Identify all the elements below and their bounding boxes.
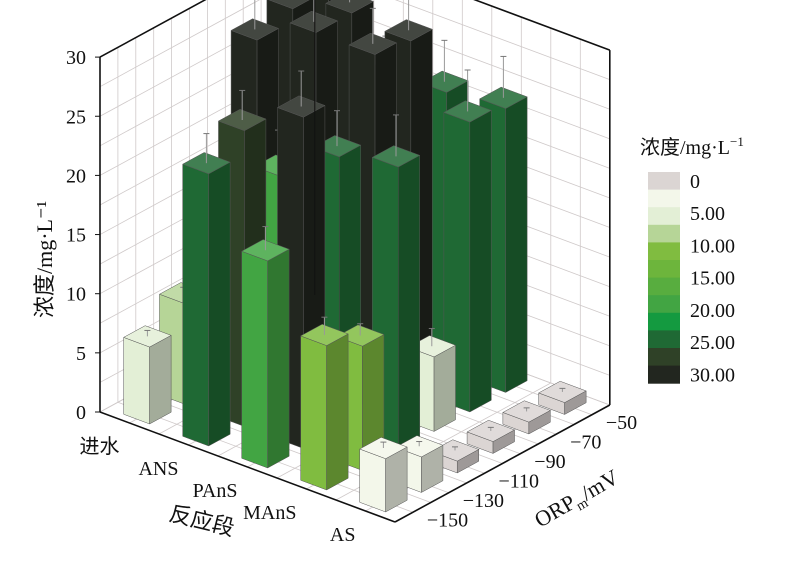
- bar-face-right: [267, 248, 290, 469]
- colorbar-swatch: [648, 365, 680, 384]
- x-axis-line: [99, 411, 396, 523]
- colorbar-swatch: [648, 348, 680, 367]
- x-tick-label: ANS: [138, 458, 178, 480]
- bar-face-left: [300, 335, 327, 491]
- y-tick-label: −90: [534, 451, 565, 473]
- x-tick-label: 进水: [80, 435, 120, 458]
- bar-face-right: [469, 109, 492, 413]
- bar: [300, 316, 349, 491]
- bar-face-right: [208, 161, 231, 447]
- bar-face-left: [359, 448, 386, 513]
- bar-face-right: [397, 154, 420, 452]
- bar: [466, 419, 516, 454]
- x-axis-title: 反应段: [167, 501, 237, 541]
- bar-face-left: [241, 250, 268, 469]
- bar-top: [325, 0, 374, 14]
- colorbar-label: 10.00: [690, 235, 735, 257]
- bar-face-right: [505, 96, 528, 393]
- colorbar-swatch: [648, 172, 680, 191]
- y-tick-label: −130: [463, 490, 504, 512]
- frame-line: [99, 0, 207, 58]
- bar: [123, 325, 172, 425]
- colorbar-swatch: [648, 242, 680, 261]
- bar-top: [384, 19, 433, 42]
- colorbar-swatch: [648, 277, 680, 296]
- y-axis-line: [394, 404, 611, 523]
- z-tick-label: 30: [66, 47, 86, 69]
- y-tick-label: −150: [427, 509, 468, 531]
- y-tick-label: −50: [606, 412, 637, 434]
- y-tick-label: −110: [499, 470, 540, 492]
- bar: [359, 437, 408, 513]
- colorbar-swatch: [648, 295, 680, 314]
- z-tick-label: 10: [66, 284, 86, 306]
- z-tick-label: 0: [76, 402, 86, 424]
- axes: 051015202530进水ANSPAnSMAnSAS−150−130−110−…: [66, 0, 637, 546]
- z-tick-label: 25: [66, 106, 86, 128]
- y-tick-label: −70: [570, 431, 601, 453]
- bar-top: [230, 18, 280, 41]
- z-tick-label: 5: [76, 343, 86, 365]
- colorbar-swatch: [648, 189, 680, 208]
- bar-top: [268, 0, 310, 10]
- bar-face-right: [149, 334, 172, 425]
- colorbar-label: 20.00: [690, 300, 735, 322]
- bar: [241, 226, 290, 469]
- x-tick-label: MAnS: [243, 502, 296, 524]
- z-tick-label: 20: [66, 165, 86, 187]
- colorbar-swatch: [648, 207, 680, 226]
- z-axis-title: 浓度/mg·L⁻¹: [32, 201, 57, 318]
- colorbar-swatch: [648, 224, 680, 243]
- y-axis-title: ORPm/mV: [530, 464, 625, 536]
- colorbar-swatch: [648, 260, 680, 279]
- bar-face-right: [433, 344, 456, 432]
- bar: [182, 133, 231, 447]
- colorbar-swatch: [648, 312, 680, 331]
- colorbar-label: 25.00: [690, 332, 735, 354]
- colorbar-title: 浓度/mg·L−1: [640, 134, 744, 159]
- colorbar-label: 0: [690, 171, 700, 193]
- x-tick-label: AS: [330, 524, 356, 546]
- bars: [123, 0, 587, 513]
- colorbar-swatch: [648, 330, 680, 349]
- bar-face-left: [123, 337, 150, 425]
- bar: [538, 380, 587, 415]
- frame-line: [473, 0, 611, 51]
- colorbar-legend: 浓度/mg·L−1 0 5.00 10.00 15.00 20.00 25.00 30.00: [640, 134, 744, 386]
- bar-face-right: [326, 333, 349, 491]
- colorbar-label: 5.00: [690, 203, 725, 225]
- bar: [502, 400, 551, 435]
- colorbar-label: 15.00: [690, 268, 735, 290]
- y-axis-title-main: ORP: [530, 489, 580, 532]
- z-tick-label: 15: [66, 225, 86, 247]
- x-tick-label: PAnS: [193, 480, 238, 502]
- colorbar-title-sup: −1: [730, 134, 744, 149]
- bar-face-left: [182, 163, 209, 447]
- colorbar-label: 30.00: [690, 364, 735, 386]
